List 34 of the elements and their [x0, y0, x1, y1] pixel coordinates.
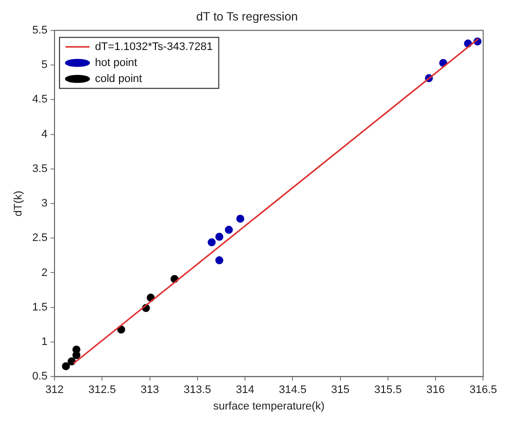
point: [224, 226, 233, 234]
y-tick-label: 4: [41, 128, 48, 140]
point: [236, 214, 244, 223]
y-axis-title: dT(k): [12, 190, 25, 216]
x-tick-label: 315: [331, 384, 350, 396]
x-tick-label: 312.5: [88, 384, 116, 396]
x-tick-label: 314: [236, 384, 254, 396]
x-tick-label: 316.5: [469, 384, 497, 396]
point: [62, 362, 70, 370]
y-tick-label: 1: [41, 336, 48, 348]
point: [68, 357, 76, 366]
legend-label: hot point: [94, 56, 138, 69]
y-tick-label: 3: [41, 198, 48, 210]
y-tick-label: 2: [41, 266, 48, 279]
y-tick-label: 2.5: [32, 232, 48, 244]
y-tick-label: 1.5: [32, 301, 48, 314]
y-tick-label: 4.5: [32, 94, 48, 106]
y-tick-label: 3.5: [32, 162, 48, 175]
x-tick-label: 313.5: [184, 384, 212, 396]
x-tick-label: 314.5: [278, 384, 306, 396]
x-tick-label: 315.5: [374, 384, 402, 396]
legend-label: dT=1.1032*Ts-343.7281: [94, 40, 213, 53]
y-tick-label: 5.5: [32, 24, 48, 36]
y-tick-label: 5: [41, 59, 48, 72]
legend-label: cold point: [94, 72, 142, 85]
point: [208, 238, 216, 246]
x-axis-title: surface temperature(k): [213, 400, 324, 412]
point: [215, 232, 224, 241]
x-tick-label: 312: [45, 384, 64, 396]
x-tick-label: 313: [140, 384, 159, 396]
y-tick-label: 0.5: [32, 370, 48, 383]
chart-title: dT to Ts regression: [196, 10, 298, 24]
x-tick-label: 316: [426, 384, 445, 396]
point: [215, 256, 224, 264]
